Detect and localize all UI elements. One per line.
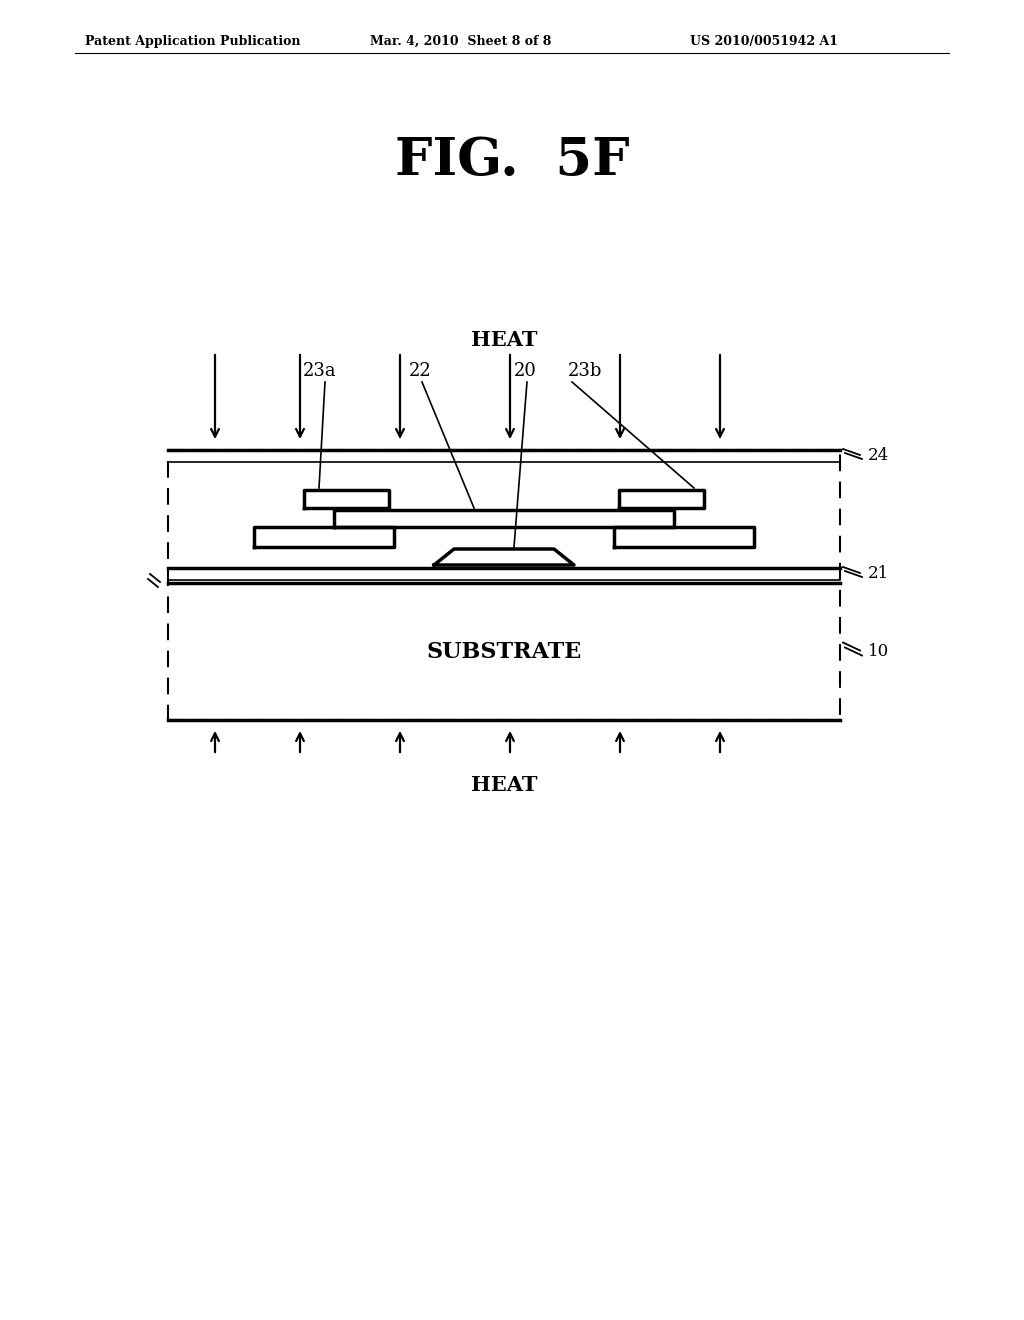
Text: 23a: 23a	[303, 362, 337, 380]
Text: 10: 10	[868, 643, 889, 660]
Text: FIG.  5F: FIG. 5F	[394, 135, 630, 186]
Text: 21: 21	[868, 565, 889, 582]
Text: Mar. 4, 2010  Sheet 8 of 8: Mar. 4, 2010 Sheet 8 of 8	[370, 36, 551, 48]
Text: 24: 24	[868, 447, 889, 465]
Text: 22: 22	[409, 362, 431, 380]
Text: 23b: 23b	[568, 362, 602, 380]
Text: Patent Application Publication: Patent Application Publication	[85, 36, 300, 48]
Text: SUBSTRATE: SUBSTRATE	[426, 640, 582, 663]
Text: 20: 20	[514, 362, 537, 380]
Text: HEAT: HEAT	[471, 775, 538, 795]
Text: US 2010/0051942 A1: US 2010/0051942 A1	[690, 36, 838, 48]
Text: HEAT: HEAT	[471, 330, 538, 350]
